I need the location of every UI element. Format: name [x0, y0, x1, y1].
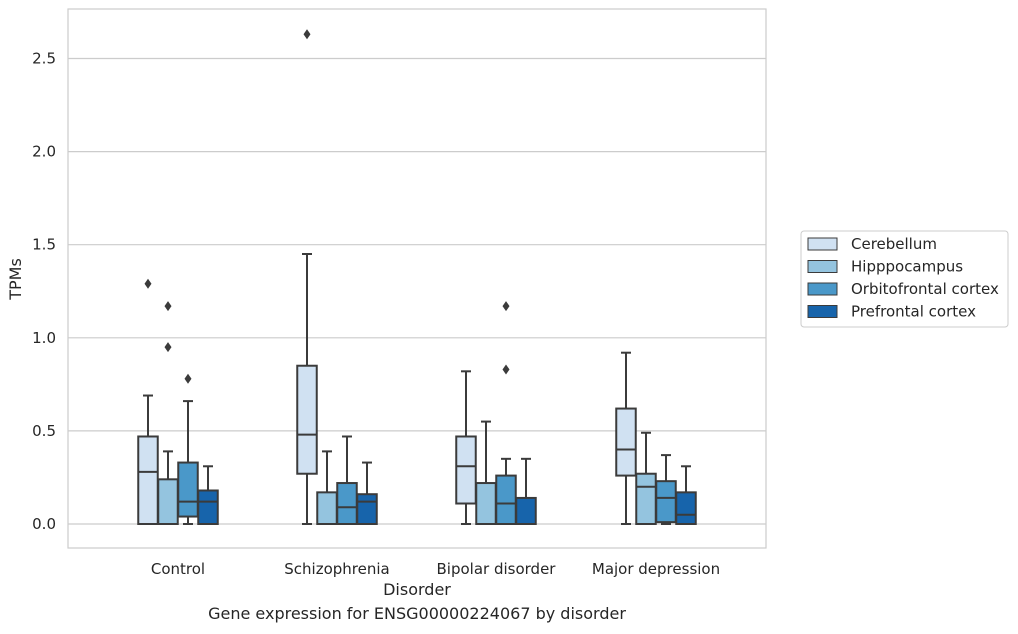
box-group [675, 465, 697, 526]
box-group [455, 370, 477, 525]
outlier-point [164, 342, 172, 353]
box-group [157, 301, 179, 526]
box [495, 474, 517, 526]
y-tick-label: 1.0 [32, 329, 56, 347]
outlier-point [164, 301, 172, 312]
chart-caption: Gene expression for ENSG00000224067 by d… [208, 604, 626, 623]
box-group [197, 465, 219, 526]
box-group [495, 301, 517, 526]
plot-frame [67, 8, 767, 549]
legend-label: Orbitofrontal cortex [851, 280, 999, 298]
box-group [296, 29, 318, 525]
box [635, 472, 657, 526]
outlier-point [303, 29, 311, 40]
x-tick-label: Bipolar disorder [437, 560, 557, 578]
y-tick-label: 2.5 [32, 50, 56, 68]
legend-swatch [807, 305, 838, 318]
box-group [137, 278, 159, 525]
box [296, 364, 318, 475]
box [475, 482, 497, 526]
outlier-point [502, 301, 510, 312]
box [675, 491, 697, 526]
legend-label: Prefrontal cortex [851, 303, 976, 321]
box-group [615, 351, 637, 525]
outlier-point [502, 364, 510, 375]
legend-label: Hipppocampus [851, 258, 963, 276]
legend-frame [800, 230, 1009, 328]
box-group [655, 454, 677, 525]
outlier-point [144, 278, 152, 289]
y-tick-label: 1.5 [32, 236, 56, 254]
y-axis-label: TPMs [6, 258, 25, 301]
box [356, 493, 378, 526]
legend-swatch [807, 282, 838, 296]
box [655, 480, 677, 524]
box-group [356, 461, 378, 526]
legend-swatch [807, 260, 838, 273]
x-tick-label: Schizophrenia [284, 560, 389, 578]
box-group [177, 373, 199, 525]
box-group [635, 431, 657, 526]
x-tick-label: Control [151, 560, 205, 578]
box [515, 496, 537, 526]
box [197, 489, 219, 526]
legend-label: Cerebellum [851, 235, 937, 253]
legend-swatch [807, 237, 838, 251]
box-group [515, 457, 537, 526]
box-group [316, 450, 338, 526]
x-tick-label: Major depression [592, 560, 720, 578]
outlier-point [184, 373, 192, 384]
boxes [137, 29, 697, 526]
y-tick-label: 0.0 [32, 515, 56, 533]
legend: Cerebellum Hipppocampus Orbitofrontal cort… [800, 230, 1009, 328]
box-group [336, 435, 358, 526]
box [137, 435, 159, 525]
box [455, 435, 477, 505]
y-tick-label: 2.0 [32, 143, 56, 161]
box [316, 491, 338, 526]
y-tick-label: 0.5 [32, 422, 56, 440]
x-axis-label: Disorder [383, 580, 451, 599]
box-group [475, 420, 497, 526]
box [336, 482, 358, 526]
tick-labels: 0.0 0.5 1.0 1.5 2.0 2.5 Control Schizophrenia Bi… [32, 50, 720, 579]
box [615, 407, 637, 477]
box [177, 461, 199, 518]
box [157, 478, 179, 526]
